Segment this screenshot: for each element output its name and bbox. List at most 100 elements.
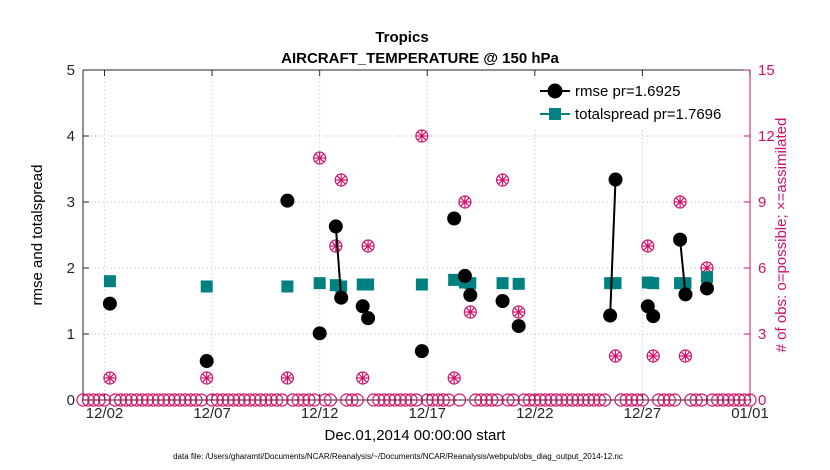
rmse-marker xyxy=(334,290,349,305)
obs-zero-marker xyxy=(614,393,628,407)
obs-zero-marker xyxy=(286,393,300,407)
obs-zero-marker-circle xyxy=(528,393,542,407)
obs-zero-marker xyxy=(538,393,553,407)
obs-zero-marker xyxy=(732,393,746,407)
obs-zero-marker xyxy=(114,393,128,407)
obs-zero-marker xyxy=(501,393,515,407)
data-file-footnote: data file: /Users/gharamti/Documents/NCA… xyxy=(173,452,623,461)
x-tick-label: 12/02 xyxy=(86,405,124,422)
obs-zero-marker-circle xyxy=(189,393,203,407)
rmse-marker xyxy=(328,219,343,234)
obs-count-marker xyxy=(361,239,375,253)
obs-zero-marker xyxy=(173,393,187,407)
spread-marker xyxy=(496,277,509,290)
obs-zero-marker xyxy=(625,393,639,407)
obs-zero-marker-circle xyxy=(469,393,483,407)
x-axis-label: Dec.01,2014 00:00:00 start xyxy=(325,427,507,444)
obs-zero-marker-circle xyxy=(264,393,278,407)
obs-zero-marker-circle xyxy=(436,393,450,407)
obs-zero-marker-circle xyxy=(668,393,682,407)
obs-zero-marker-circle xyxy=(345,393,359,407)
obs-zero-marker-circle xyxy=(135,393,149,407)
x-tick-label: 01/01 xyxy=(731,405,769,422)
obs-zero-marker xyxy=(146,393,160,407)
obs-zero-marker xyxy=(183,393,198,407)
rmse-marker xyxy=(699,281,714,296)
obs-zero-marker-circle xyxy=(684,393,698,407)
legend: rmse pr=1.6925 totalspread pr=1.7696 xyxy=(533,79,743,128)
obs-zero-marker xyxy=(565,393,580,407)
legend-spread-label: totalspread pr=1.7696 xyxy=(575,106,721,123)
obs-zero-marker xyxy=(571,393,585,407)
obs-zero-marker xyxy=(555,393,569,407)
rmse-line-segment xyxy=(679,239,687,295)
obs-zero-marker xyxy=(275,393,289,407)
obs-zero-marker xyxy=(92,393,106,407)
y2-tick-label: 0 xyxy=(758,392,766,409)
obs-zero-marker xyxy=(490,393,504,407)
spread-marker xyxy=(200,280,213,293)
obs-zero-marker xyxy=(452,393,467,407)
spread-marker xyxy=(281,280,294,293)
obs-zero-marker-circle xyxy=(657,393,671,407)
rmse-marker xyxy=(673,232,688,247)
obs-zero-marker-circle xyxy=(339,393,354,407)
obs-zero-marker xyxy=(151,393,165,407)
y-tick-label: 3 xyxy=(67,194,75,211)
spread-marker xyxy=(313,277,326,290)
spread-marker xyxy=(415,278,428,291)
obs-zero-marker xyxy=(743,393,757,407)
obs-zero-marker xyxy=(243,393,257,407)
obs-zero-marker xyxy=(738,393,752,407)
obs-zero-marker-circle xyxy=(743,393,757,407)
chart-subtitle: AIRCRAFT_TEMPERATURE @ 150 hPa xyxy=(281,50,559,67)
obs-zero-marker xyxy=(705,393,719,407)
obs-zero-marker xyxy=(479,393,494,407)
obs-count-marker xyxy=(200,371,214,385)
obs-zero-marker xyxy=(259,393,273,407)
obs-zero-marker-circle xyxy=(533,393,547,407)
obs-zero-marker-circle xyxy=(151,393,165,407)
spread-marker xyxy=(700,271,713,284)
obs-zero-marker xyxy=(140,393,155,407)
obs-zero-marker-circle xyxy=(140,393,155,407)
obs-zero-marker-circle xyxy=(662,393,676,407)
obs-zero-marker-circle xyxy=(296,393,311,407)
obs-zero-marker-circle xyxy=(248,393,262,407)
obs-zero-marker xyxy=(124,393,139,407)
y2-tick-label: 6 xyxy=(758,260,766,277)
rmse-marker xyxy=(495,294,510,308)
obs-zero-marker-circle xyxy=(81,393,95,407)
obs-zero-marker-circle xyxy=(635,393,650,407)
obs-zero-marker xyxy=(694,393,709,407)
obs-zero-marker-circle xyxy=(625,393,639,407)
obs-zero-marker xyxy=(189,393,203,407)
obs-zero-marker-circle xyxy=(506,393,520,407)
obs-zero-marker xyxy=(587,393,601,407)
obs-zero-marker-circle xyxy=(485,393,499,407)
obs-zero-marker xyxy=(97,393,112,407)
obs-zero-marker xyxy=(716,393,730,407)
obs-zero-marker-circle xyxy=(146,393,160,407)
obs-zero-marker-circle xyxy=(732,393,746,407)
obs-zero-marker-circle xyxy=(501,393,515,407)
obs-zero-marker-circle xyxy=(592,393,606,407)
obs-zero-marker xyxy=(657,393,671,407)
rmse-line-segment xyxy=(334,226,343,298)
y2-tick-label: 3 xyxy=(758,326,766,343)
obs-zero-marker xyxy=(711,393,725,407)
obs-zero-marker-circle xyxy=(302,393,316,407)
obs-zero-marker xyxy=(205,393,219,407)
obs-zero-marker-circle xyxy=(232,393,246,407)
obs-zero-marker-circle xyxy=(705,393,719,407)
obs-zero-marker-circle xyxy=(522,393,537,407)
obs-zero-marker-circle xyxy=(237,393,251,407)
obs-zero-marker-circle xyxy=(205,393,219,407)
obs-zero-marker xyxy=(232,393,246,407)
obs-zero-marker-circle xyxy=(393,393,407,407)
chart-title: Tropics xyxy=(375,29,428,46)
obs-zero-marker xyxy=(689,393,703,407)
obs-zero-marker-circle xyxy=(119,393,133,407)
spread-marker xyxy=(103,275,116,288)
obs-zero-marker xyxy=(296,393,311,407)
